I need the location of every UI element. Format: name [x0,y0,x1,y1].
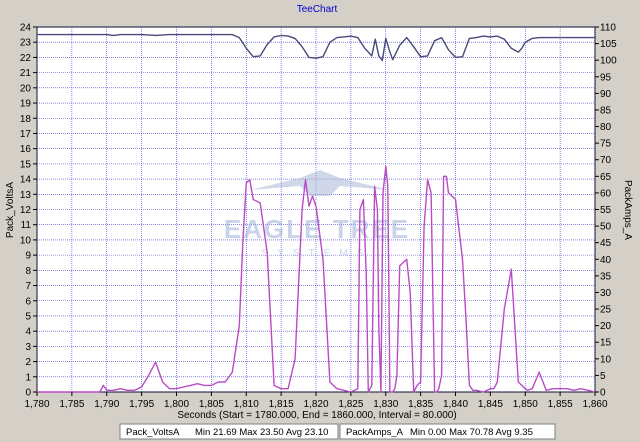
y-left-tick-label: 7 [25,281,31,292]
legend-amps-name: PackAmps_A [346,427,404,438]
x-tick-label: 1,840 [443,399,468,410]
y-left-tick-label: 10 [20,235,32,246]
x-tick-label: 1,780 [24,399,49,410]
x-tick-label: 1,860 [582,399,607,410]
y-left-tick-label: 21 [20,68,32,79]
eagle-icon [250,170,390,196]
y-right-tick-label: 20 [600,321,612,332]
y-right-tick-label: 85 [600,105,612,116]
y-right-tick-label: 45 [600,238,612,249]
legend-item-amps[interactable] [339,423,556,440]
y-right-tick-label: 40 [600,255,612,266]
y-right-tick-label: 0 [600,388,606,399]
y-right-tick-label: 90 [600,89,612,100]
chart-title: TeeChart [297,4,338,15]
y-right-tick-label: 30 [600,288,612,299]
x-tick-label: 1,835 [408,399,433,410]
legend-volts-name: Pack_VoltsA [126,427,180,438]
legend-item-volts[interactable] [119,423,339,440]
y-right-tick-label: 65 [600,172,612,183]
series-layer [37,33,596,393]
x-tick-label: 1,785 [59,399,84,410]
y-left-tick-label: 18 [20,114,32,125]
y-right-tick-label: 25 [600,305,612,316]
x-tick-label: 1,800 [164,399,189,410]
x-tick-label: 1,845 [478,399,503,410]
y-left-tick-label: 23 [20,38,32,49]
x-tick-label: 1,790 [94,399,119,410]
y-right-tick-label: 110 [600,23,616,34]
y-right-tick-label: 100 [600,56,617,67]
x-tick-label: 1,815 [269,399,294,410]
y-left-tick-label: 4 [25,327,31,338]
y-right-tick-label: 35 [600,271,612,282]
x-tick-label: 1,830 [373,399,398,410]
y-right-tick-label: 10 [600,354,612,365]
y-right-tick-label: 70 [600,155,612,166]
watermark-line2: SYSTEMS [262,248,373,259]
y-right-tick-label: 80 [600,122,612,133]
x-tick-label: 1,795 [129,399,154,410]
y-left-tick-label: 14 [20,175,32,186]
y-right-tick-label: 55 [600,205,612,216]
y-left-tick-label: 1 [25,372,31,383]
x-tick-label: 1,810 [234,399,259,410]
y-left-tick-label: 20 [20,83,32,94]
legend-amps-stats: Min 0.00 Max 70.78 Avg 9.35 [410,427,533,438]
legend-volts-stats: Min 21.69 Max 23.50 Avg 23.10 [195,427,328,438]
y-right-tick-label: 60 [600,188,612,199]
x-tick-label: 1,850 [513,399,538,410]
y-right-axis-ticks: 0 5 10 15 20 25 30 35 40 45 50 55 60 65 70 75 80 85 90 95 10… [595,23,617,399]
y-left-tick-label: 24 [20,23,32,34]
y-left-tick-label: 3 [25,342,31,353]
series-line-pack-voltsa [37,33,595,62]
x-tick-label: 1,805 [199,399,224,410]
y-left-tick-label: 17 [20,129,32,140]
y-left-tick-label: 6 [25,296,31,307]
y-left-tick-label: 16 [20,144,32,155]
y-left-axis-label: Pack_VoltsA [5,182,16,238]
x-axis-ticks: 1,780 1,785 1,790 1,795 1,800 1,805 1,810 1,815… [24,392,608,410]
x-axis-label: Seconds (Start = 1780.000, End = 1860.00… [177,410,456,421]
x-tick-label: 1,820 [303,399,328,410]
y-left-tick-label: 15 [20,159,32,170]
y-left-tick-label: 2 [25,357,31,368]
y-left-tick-label: 11 [21,220,32,231]
x-tick-label: 1,855 [548,399,573,410]
y-right-tick-label: 15 [600,338,612,349]
series-line-packamps-a [37,165,596,393]
y-left-tick-label: 5 [25,311,31,322]
y-left-tick-label: 19 [20,99,32,110]
y-right-tick-label: 75 [600,139,612,150]
y-left-tick-label: 22 [20,53,32,64]
y-left-tick-label: 9 [25,251,31,262]
y-right-tick-label: 50 [600,222,612,233]
y-left-tick-label: 0 [25,388,31,399]
x-tick-label: 1,825 [338,399,363,410]
y-right-tick-label: 105 [600,39,617,50]
y-right-axis-label: PackAmps_A [622,180,633,240]
legend: Pack_VoltsA Min 21.69 Max 23.50 Avg 23.1… [119,423,556,440]
y-right-tick-label: 95 [600,72,612,83]
y-left-tick-label: 8 [25,266,31,277]
y-left-tick-label: 13 [20,190,32,201]
y-right-tick-label: 5 [600,371,606,382]
y-left-tick-label: 12 [20,205,32,216]
